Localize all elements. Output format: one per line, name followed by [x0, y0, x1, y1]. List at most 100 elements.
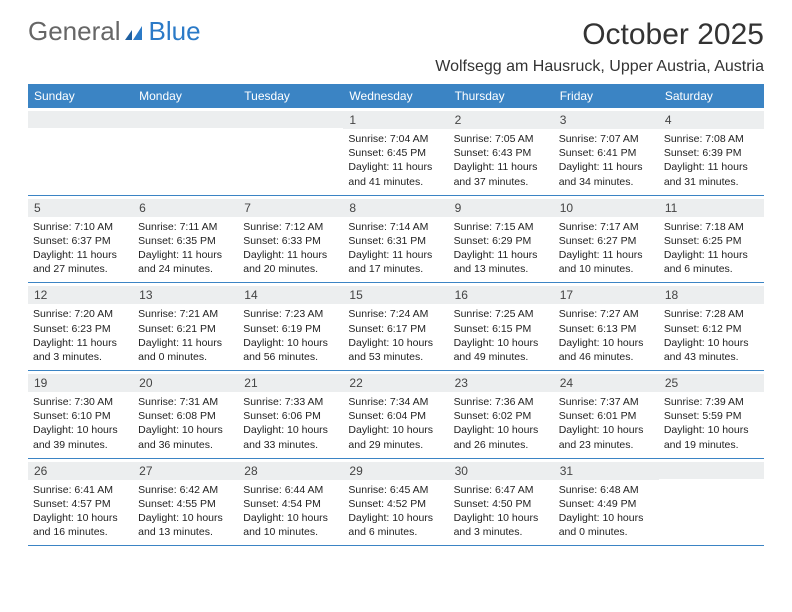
- title-block: October 2025 Wolfsegg am Hausruck, Upper…: [435, 18, 764, 76]
- calendar-cell: 24Sunrise: 7:37 AMSunset: 6:01 PMDayligh…: [554, 371, 659, 458]
- day-details: Sunrise: 7:18 AMSunset: 6:25 PMDaylight:…: [664, 220, 759, 277]
- day-details: Sunrise: 6:41 AMSunset: 4:57 PMDaylight:…: [33, 483, 128, 540]
- calendar-week: 26 Sunrise: 6:41 AMSunset: 4:57 PMDayligh…: [28, 459, 764, 547]
- day-number: 6: [133, 199, 238, 217]
- day-details: Sunrise: 7:30 AMSunset: 6:10 PMDaylight:…: [33, 395, 128, 452]
- calendar-cell: 23 Sunrise: 7:36 AMSunset: 6:02 PMDayligh…: [449, 371, 554, 458]
- calendar-cell: 26 Sunrise: 6:41 AMSunset: 4:57 PMDayligh…: [28, 459, 133, 546]
- day-details: Sunrise: 7:37 AMSunset: 6:01 PMDaylight:…: [559, 395, 654, 452]
- calendar: SundayMondayTuesdayWednesdayThursdayFrid…: [28, 84, 764, 546]
- calendar-cell: 31 Sunrise: 6:48 AMSunset: 4:49 PMDayligh…: [554, 459, 659, 546]
- day-details: Sunrise: 7:20 AMSunset: 6:23 PMDaylight:…: [33, 307, 128, 364]
- day-number: 31: [554, 462, 659, 480]
- day-number: 20: [133, 374, 238, 392]
- day-details: Sunrise: 7:28 AMSunset: 6:12 PMDaylight:…: [664, 307, 759, 364]
- weekday-label: Thursday: [449, 84, 554, 108]
- day-number: 1: [343, 111, 448, 129]
- day-number: [28, 111, 133, 128]
- calendar-cell: 21 Sunrise: 7:33 AMSunset: 6:06 PMDayligh…: [238, 371, 343, 458]
- day-details: Sunrise: 7:12 AMSunset: 6:33 PMDaylight:…: [243, 220, 338, 277]
- day-number: [238, 111, 343, 128]
- calendar-cell: 19 Sunrise: 7:30 AMSunset: 6:10 PMDayligh…: [28, 371, 133, 458]
- day-number: 28: [238, 462, 343, 480]
- day-details: Sunrise: 7:04 AMSunset: 6:45 PMDaylight:…: [348, 132, 443, 189]
- calendar-cell: 6 Sunrise: 7:11 AMSunset: 6:35 PMDaylight…: [133, 196, 238, 283]
- day-details: Sunrise: 7:15 AMSunset: 6:29 PMDaylight:…: [454, 220, 549, 277]
- calendar-week: 12 Sunrise: 7:20 AMSunset: 6:23 PMDayligh…: [28, 283, 764, 371]
- day-details: Sunrise: 7:14 AMSunset: 6:31 PMDaylight:…: [348, 220, 443, 277]
- calendar-week: 19 Sunrise: 7:30 AMSunset: 6:10 PMDayligh…: [28, 371, 764, 459]
- calendar-cell: 2 Sunrise: 7:05 AMSunset: 6:43 PMDaylight…: [449, 108, 554, 195]
- day-details: Sunrise: 7:23 AMSunset: 6:19 PMDaylight:…: [243, 307, 338, 364]
- day-number: 26: [28, 462, 133, 480]
- day-number: 12: [28, 286, 133, 304]
- day-number: 14: [238, 286, 343, 304]
- calendar-cell: [133, 108, 238, 195]
- day-number: 17: [554, 286, 659, 304]
- day-number: 7: [238, 199, 343, 217]
- calendar-body: 1 Sunrise: 7:04 AMSunset: 6:45 PMDaylight…: [28, 108, 764, 546]
- day-number: 3: [554, 111, 659, 129]
- day-details: Sunrise: 6:47 AMSunset: 4:50 PMDaylight:…: [454, 483, 549, 540]
- day-number: 21: [238, 374, 343, 392]
- calendar-cell: 12 Sunrise: 7:20 AMSunset: 6:23 PMDayligh…: [28, 283, 133, 370]
- day-number: 18: [659, 286, 764, 304]
- sails-icon: [125, 18, 147, 34]
- day-details: Sunrise: 7:05 AMSunset: 6:43 PMDaylight:…: [454, 132, 549, 189]
- calendar-cell: 11 Sunrise: 7:18 AMSunset: 6:25 PMDayligh…: [659, 196, 764, 283]
- day-number: 19: [28, 374, 133, 392]
- day-details: Sunrise: 7:10 AMSunset: 6:37 PMDaylight:…: [33, 220, 128, 277]
- calendar-cell: 22 Sunrise: 7:34 AMSunset: 6:04 PMDayligh…: [343, 371, 448, 458]
- day-number: 11: [659, 199, 764, 217]
- day-number: 15: [343, 286, 448, 304]
- calendar-cell: 5Sunrise: 7:10 AMSunset: 6:37 PMDaylight…: [28, 196, 133, 283]
- day-details: Sunrise: 7:21 AMSunset: 6:21 PMDaylight:…: [138, 307, 233, 364]
- weekday-label: Wednesday: [343, 84, 448, 108]
- calendar-cell: 4Sunrise: 7:08 AMSunset: 6:39 PMDaylight…: [659, 108, 764, 195]
- calendar-cell: 14 Sunrise: 7:23 AMSunset: 6:19 PMDayligh…: [238, 283, 343, 370]
- header: General Blue October 2025 Wolfsegg am Ha…: [28, 18, 764, 76]
- day-details: Sunrise: 7:33 AMSunset: 6:06 PMDaylight:…: [243, 395, 338, 452]
- day-number: 4: [659, 111, 764, 129]
- day-details: Sunrise: 6:42 AMSunset: 4:55 PMDaylight:…: [138, 483, 233, 540]
- day-number: 13: [133, 286, 238, 304]
- calendar-cell: [28, 108, 133, 195]
- calendar-cell: 30 Sunrise: 6:47 AMSunset: 4:50 PMDayligh…: [449, 459, 554, 546]
- day-number: 30: [449, 462, 554, 480]
- day-details: Sunrise: 7:11 AMSunset: 6:35 PMDaylight:…: [138, 220, 233, 277]
- day-number: 8: [343, 199, 448, 217]
- day-details: Sunrise: 7:24 AMSunset: 6:17 PMDaylight:…: [348, 307, 443, 364]
- calendar-cell: 28 Sunrise: 6:44 AMSunset: 4:54 PMDayligh…: [238, 459, 343, 546]
- weekday-label: Monday: [133, 84, 238, 108]
- calendar-cell: 25 Sunrise: 7:39 AMSunset: 5:59 PMDayligh…: [659, 371, 764, 458]
- day-details: Sunrise: 7:25 AMSunset: 6:15 PMDaylight:…: [454, 307, 549, 364]
- calendar-cell: 3 Sunrise: 7:07 AMSunset: 6:41 PMDaylight…: [554, 108, 659, 195]
- day-details: Sunrise: 7:34 AMSunset: 6:04 PMDaylight:…: [348, 395, 443, 452]
- weekday-label: Tuesday: [238, 84, 343, 108]
- day-number: 25: [659, 374, 764, 392]
- calendar-cell: 7 Sunrise: 7:12 AMSunset: 6:33 PMDaylight…: [238, 196, 343, 283]
- day-details: Sunrise: 6:48 AMSunset: 4:49 PMDaylight:…: [559, 483, 654, 540]
- day-details: Sunrise: 6:45 AMSunset: 4:52 PMDaylight:…: [348, 483, 443, 540]
- day-details: Sunrise: 7:31 AMSunset: 6:08 PMDaylight:…: [138, 395, 233, 452]
- day-number: 23: [449, 374, 554, 392]
- location: Wolfsegg am Hausruck, Upper Austria, Aus…: [435, 58, 764, 76]
- day-number: [133, 111, 238, 128]
- calendar-week: 5Sunrise: 7:10 AMSunset: 6:37 PMDaylight…: [28, 196, 764, 284]
- day-number: [659, 462, 764, 479]
- day-details: Sunrise: 7:36 AMSunset: 6:02 PMDaylight:…: [454, 395, 549, 452]
- calendar-cell: 27Sunrise: 6:42 AMSunset: 4:55 PMDayligh…: [133, 459, 238, 546]
- weekday-label: Friday: [554, 84, 659, 108]
- calendar-cell: 1 Sunrise: 7:04 AMSunset: 6:45 PMDaylight…: [343, 108, 448, 195]
- day-number: 16: [449, 286, 554, 304]
- calendar-cell: [238, 108, 343, 195]
- day-details: Sunrise: 7:17 AMSunset: 6:27 PMDaylight:…: [559, 220, 654, 277]
- day-details: Sunrise: 7:07 AMSunset: 6:41 PMDaylight:…: [559, 132, 654, 189]
- day-details: Sunrise: 7:39 AMSunset: 5:59 PMDaylight:…: [664, 395, 759, 452]
- day-number: 2: [449, 111, 554, 129]
- day-number: 29: [343, 462, 448, 480]
- calendar-cell: 29 Sunrise: 6:45 AMSunset: 4:52 PMDayligh…: [343, 459, 448, 546]
- day-details: Sunrise: 6:44 AMSunset: 4:54 PMDaylight:…: [243, 483, 338, 540]
- calendar-cell: 8 Sunrise: 7:14 AMSunset: 6:31 PMDaylight…: [343, 196, 448, 283]
- day-number: 22: [343, 374, 448, 392]
